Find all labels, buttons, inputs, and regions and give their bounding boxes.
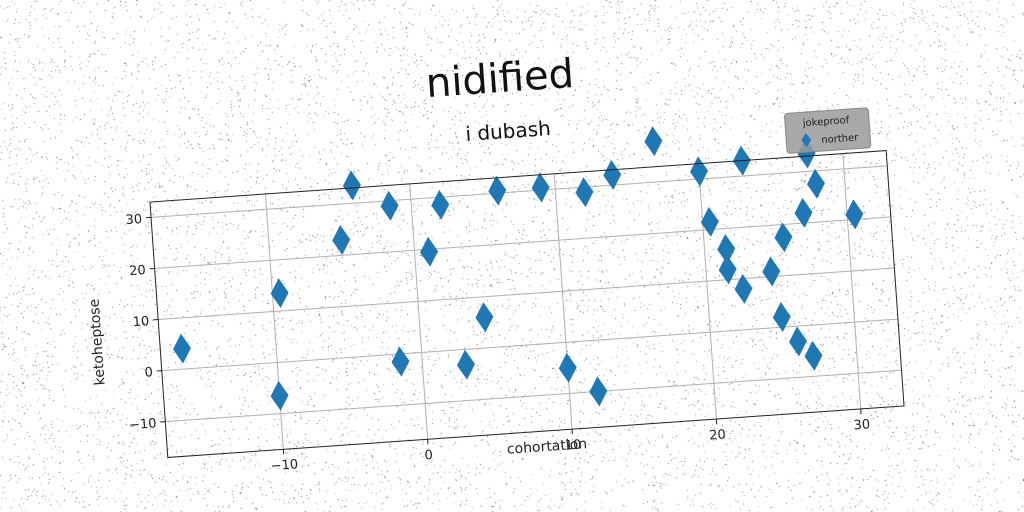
data-point xyxy=(717,234,736,264)
y-tick-label: −10 xyxy=(129,416,157,433)
data-point xyxy=(342,170,361,201)
y-tick-label: 0 xyxy=(144,365,153,381)
data-points xyxy=(173,126,864,411)
x-grid-line xyxy=(553,173,573,430)
data-point xyxy=(558,352,577,383)
data-point xyxy=(380,190,399,221)
x-tick-label: 0 xyxy=(424,448,433,464)
y-grid-line xyxy=(154,216,891,269)
y-tick-label: 30 xyxy=(125,212,143,228)
y-axis-label: ketoheptose xyxy=(87,298,109,386)
x-grid-line xyxy=(264,193,284,450)
data-point xyxy=(456,349,475,380)
data-point xyxy=(270,278,289,309)
y-tick-label: 20 xyxy=(129,263,147,279)
data-point xyxy=(690,156,709,187)
x-tick-label: 20 xyxy=(709,427,727,443)
plot-area: −10 0 10 20 30 −10 0 10 20 30 cohortation ketohep… xyxy=(87,107,905,474)
data-point xyxy=(332,225,351,255)
grid-lines xyxy=(151,153,902,450)
data-point xyxy=(475,302,494,333)
data-point xyxy=(762,256,781,287)
data-point xyxy=(173,333,191,364)
x-tick-label: 30 xyxy=(853,417,871,433)
data-point xyxy=(589,376,608,407)
data-point xyxy=(603,159,622,190)
legend-box xyxy=(784,107,872,154)
y-tick-label: 10 xyxy=(132,314,150,330)
data-point xyxy=(845,199,864,230)
y-grid-line xyxy=(161,318,898,372)
x-grid-line xyxy=(409,183,429,440)
plot-frame xyxy=(149,150,905,458)
data-point xyxy=(772,302,791,332)
data-point xyxy=(644,126,663,157)
data-point xyxy=(420,236,439,267)
data-point xyxy=(789,326,807,357)
data-point xyxy=(774,222,793,253)
data-point xyxy=(806,168,825,199)
data-point xyxy=(804,340,823,371)
x-grid-line xyxy=(842,153,862,410)
x-axis-label: cohortation xyxy=(506,436,587,458)
chart-suptitle: nidified xyxy=(424,51,575,107)
axis-ticks: −10 0 10 20 30 −10 0 10 20 30 xyxy=(125,212,871,474)
data-point xyxy=(391,346,410,377)
legend-marker xyxy=(801,133,812,148)
data-point xyxy=(734,273,753,304)
y-grid-line xyxy=(151,165,888,218)
legend-label: norther xyxy=(821,132,860,146)
data-point xyxy=(718,254,737,285)
data-point xyxy=(488,175,507,206)
data-point xyxy=(531,172,550,203)
data-point xyxy=(270,380,289,411)
legend-title: jokeproof xyxy=(801,115,850,129)
x-grid-line xyxy=(698,163,717,420)
x-tick-label: −10 xyxy=(270,457,298,474)
y-grid-line xyxy=(165,369,902,423)
data-point xyxy=(431,189,450,220)
x-tick-label: 10 xyxy=(564,438,582,454)
chart-title: i dubash xyxy=(465,116,552,146)
legend: jokeproof norther xyxy=(784,107,872,154)
data-point xyxy=(575,177,594,208)
data-point xyxy=(700,206,719,237)
data-point xyxy=(794,197,813,228)
